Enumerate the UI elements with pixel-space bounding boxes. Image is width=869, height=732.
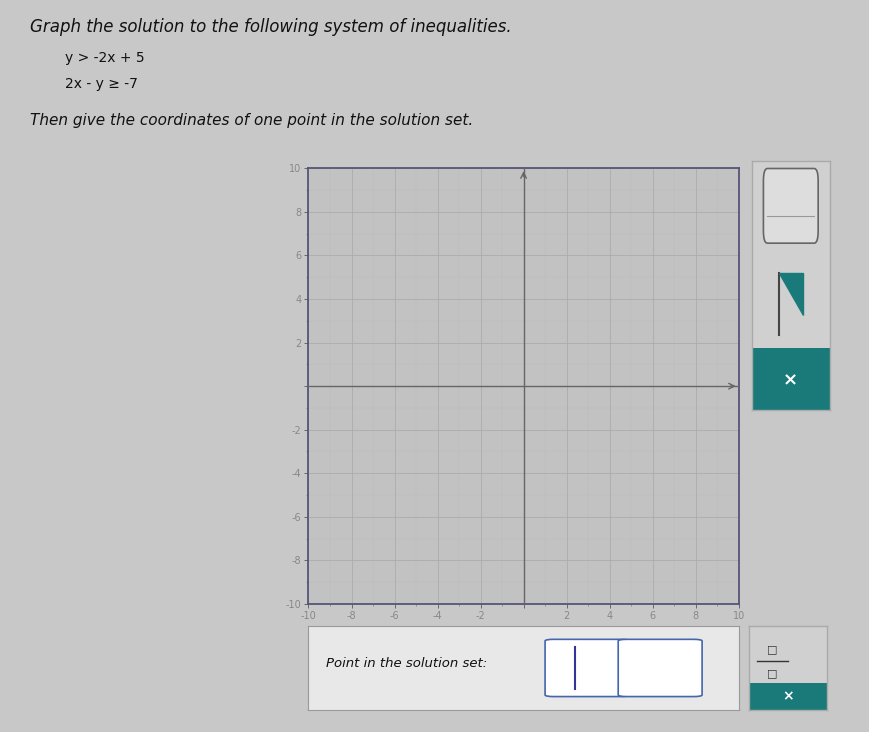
FancyBboxPatch shape xyxy=(545,639,629,697)
Text: Then give the coordinates of one point in the solution set.: Then give the coordinates of one point i… xyxy=(30,113,474,128)
FancyBboxPatch shape xyxy=(763,168,819,243)
Text: Point in the solution set:: Point in the solution set: xyxy=(326,657,487,671)
Text: □: □ xyxy=(767,668,778,678)
FancyBboxPatch shape xyxy=(749,683,827,710)
Text: □: □ xyxy=(767,644,778,654)
Text: y > -2x + 5: y > -2x + 5 xyxy=(65,51,145,65)
FancyBboxPatch shape xyxy=(752,348,830,410)
Polygon shape xyxy=(779,273,803,315)
FancyBboxPatch shape xyxy=(618,639,702,697)
Text: ×: × xyxy=(782,690,794,703)
Text: 2x - y ≥ -7: 2x - y ≥ -7 xyxy=(65,77,138,91)
Text: Graph the solution to the following system of inequalities.: Graph the solution to the following syst… xyxy=(30,18,512,37)
Text: ×: × xyxy=(783,371,799,389)
